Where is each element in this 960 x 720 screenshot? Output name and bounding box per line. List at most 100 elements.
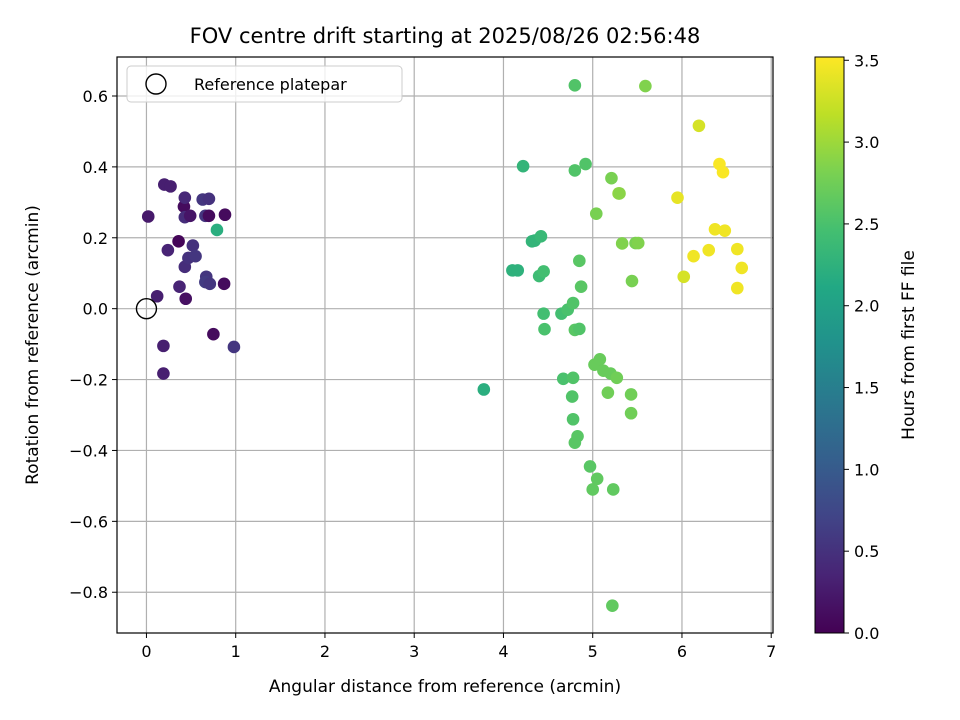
scatter-point xyxy=(150,289,164,303)
scatter-point xyxy=(593,353,607,366)
scatter-point xyxy=(624,406,638,420)
scatter-point xyxy=(573,254,586,268)
y-tick-label: 0.2 xyxy=(83,229,108,248)
scatter-point xyxy=(579,157,592,171)
scatter-point xyxy=(537,307,550,320)
scatter-point xyxy=(227,340,241,354)
scatter-point xyxy=(730,242,744,256)
y-tick-label: −0.4 xyxy=(69,441,108,460)
colorbar xyxy=(814,56,845,634)
colorbar-label: Hours from first FF file xyxy=(899,250,919,440)
scatter-point xyxy=(207,327,220,341)
scatter-point xyxy=(568,79,582,92)
y-tick-label: 0.0 xyxy=(83,300,108,319)
x-tick-label: 4 xyxy=(498,642,508,661)
scatter-point xyxy=(534,230,548,243)
x-tick-label: 6 xyxy=(677,642,687,661)
data-points xyxy=(141,79,749,613)
scatter-point xyxy=(157,367,170,380)
colorbar-tick-label: 2.5 xyxy=(854,215,879,234)
scatter-point xyxy=(202,209,216,223)
y-axis-ticks: −0.8 −0.6 −0.4 −0.2 0.0 0.2 0.4 0.6 xyxy=(69,87,117,602)
x-axis-label: Angular distance from reference (arcmin) xyxy=(269,677,621,697)
scatter-point xyxy=(538,322,551,336)
scatter-point xyxy=(624,388,638,401)
colorbar-tick-label: 3.5 xyxy=(854,51,879,70)
chart-title: FOV centre drift starting at 2025/08/26 … xyxy=(190,24,701,48)
scatter-point xyxy=(625,274,639,288)
scatter-point xyxy=(735,261,749,275)
scatter-point xyxy=(141,210,155,223)
scatter-point xyxy=(610,371,624,385)
scatter-point xyxy=(716,165,730,179)
scatter-point xyxy=(631,236,645,250)
scatter-point xyxy=(708,222,722,236)
scatter-point xyxy=(189,249,202,263)
y-tick-label: −0.8 xyxy=(69,583,108,602)
colorbar-tick-label: 3.0 xyxy=(854,133,879,152)
x-tick-label: 3 xyxy=(409,642,419,661)
scatter-point xyxy=(566,371,580,385)
colorbar-tick-label: 1.5 xyxy=(854,379,879,398)
scatter-point xyxy=(677,270,691,284)
reference-marker-group xyxy=(135,297,158,320)
x-tick-label: 5 xyxy=(588,642,598,661)
reference-marker xyxy=(135,297,158,320)
scatter-point xyxy=(172,235,185,248)
scatter-point xyxy=(702,243,716,257)
x-axis-ticks: 0 1 2 3 4 5 6 7 xyxy=(141,633,776,661)
scatter-point xyxy=(601,386,615,399)
y-axis-label: Rotation from reference (arcmin) xyxy=(23,205,43,485)
scatter-point xyxy=(718,224,732,237)
scatter-point xyxy=(568,164,582,177)
x-tick-label: 2 xyxy=(320,642,330,661)
plot-frame xyxy=(116,56,774,634)
scatter-point xyxy=(511,264,525,277)
scatter-point xyxy=(183,209,197,223)
x-tick-label: 0 xyxy=(141,642,151,661)
legend-marker-icon xyxy=(145,73,167,95)
colorbar-tick-label: 0.0 xyxy=(854,624,879,643)
scatter-point xyxy=(573,322,586,336)
scatter-point xyxy=(178,191,192,205)
scatter-point xyxy=(590,472,604,486)
scatter-point xyxy=(157,339,170,353)
scatter-point xyxy=(179,292,193,306)
scatter-point xyxy=(586,483,600,496)
legend-box xyxy=(126,65,403,103)
scatter-point xyxy=(173,280,186,293)
scatter-point xyxy=(161,243,175,257)
grid-lines xyxy=(117,57,773,633)
legend: Reference platepar xyxy=(126,65,403,103)
scatter-point xyxy=(477,383,491,396)
scatter-point xyxy=(605,171,618,185)
scatter-point xyxy=(615,237,629,250)
scatter-point xyxy=(639,79,652,93)
scatter-point xyxy=(566,412,580,426)
scatter-point xyxy=(568,436,582,449)
scatter-point xyxy=(218,208,232,222)
scatter-point xyxy=(574,280,588,293)
scatter-point xyxy=(210,223,224,237)
scatter-point xyxy=(687,249,700,263)
scatter-point xyxy=(671,191,684,205)
scatter-point xyxy=(516,159,530,173)
scatter-point xyxy=(202,192,216,206)
x-tick-label: 1 xyxy=(231,642,241,661)
scatter-point xyxy=(217,277,231,291)
scatter-point xyxy=(164,180,177,193)
scatter-point xyxy=(186,239,200,252)
scatter-point xyxy=(606,599,619,613)
scatter-point xyxy=(613,187,626,200)
y-tick-label: −0.2 xyxy=(69,371,108,390)
colorbar-ticks: 0.0 0.5 1.0 1.5 2.0 2.5 3.0 3.5 xyxy=(844,51,879,643)
scatter-point xyxy=(566,296,580,310)
y-tick-label: 0.4 xyxy=(83,158,108,177)
colorbar-tick-label: 1.0 xyxy=(854,460,879,479)
y-tick-label: −0.6 xyxy=(69,512,108,531)
colorbar-tick-label: 0.5 xyxy=(854,542,879,561)
scatter-point xyxy=(583,460,597,473)
scatter-point xyxy=(589,207,603,220)
